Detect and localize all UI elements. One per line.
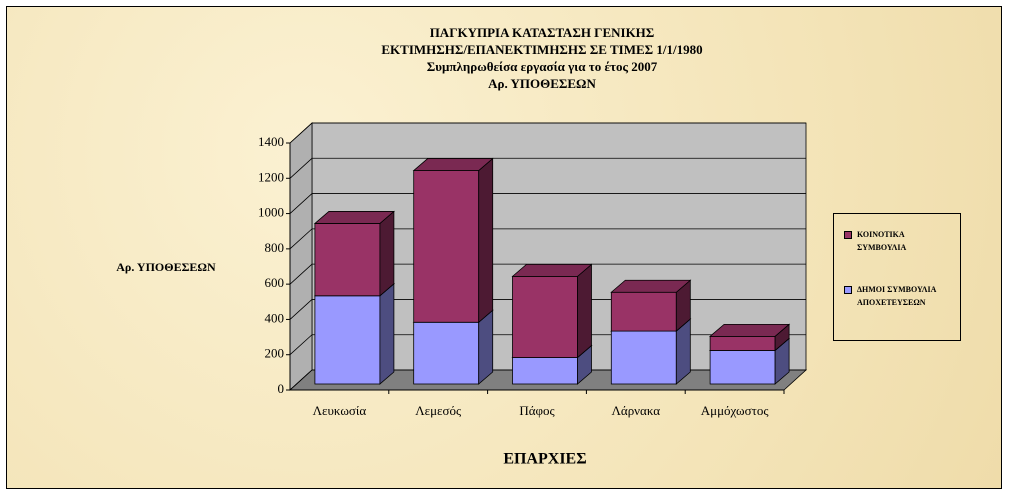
legend-text: ΚΟΙΝΟΤΙΚΑ ΣΥΜΒΟΥΛΙΑ <box>857 230 907 252</box>
bar-front <box>512 275 578 358</box>
bar-side <box>379 282 395 385</box>
bar-side <box>577 263 592 359</box>
bar <box>511 263 593 359</box>
bar-top <box>412 158 494 171</box>
y-tick-label: 400 <box>265 310 285 325</box>
side-wall <box>289 122 313 391</box>
y-tick-label: 1200 <box>258 169 284 184</box>
bar-front <box>610 330 677 385</box>
chart-title: Συμπληρωθείσα εργασία για το έτος 2007 <box>427 59 658 74</box>
bar <box>412 157 494 324</box>
bar-side <box>478 309 494 385</box>
bar-front <box>314 295 381 385</box>
legend-item: ΚΟΙΝΟΤΙΚΑ ΣΥΜΒΟΥΛΙΑ <box>844 228 954 254</box>
grid-line <box>289 228 806 250</box>
y-tick-label: 1000 <box>258 205 284 220</box>
legend-text: ΔΗΜΟΙ ΣΥΜΒΟΥΛΙΑ ΑΠΟΧΕΤΕΥΣΕΩΝ <box>857 285 936 307</box>
bar <box>313 282 395 385</box>
legend: ΚΟΙΝΟΤΙΚΑ ΣΥΜΒΟΥΛΙΑ ΔΗΜΟΙ ΣΥΜΒΟΥΛΙΑ ΑΠΟΧΕ… <box>833 213 961 341</box>
bar <box>610 279 692 332</box>
chart-title: ΕΚΤΙΜΗΣΗΣ/ΕΠΑΝΕΚΤΙΜΗΣΗΣ ΣΕ ΤΙΜΕΣ 1/1/198… <box>381 42 702 57</box>
grid-line <box>289 263 806 285</box>
y-tick-label: 0 <box>278 381 285 396</box>
grid-line <box>289 122 806 144</box>
bar-top <box>610 279 692 293</box>
bar-front <box>709 335 776 351</box>
bar-front <box>709 350 776 385</box>
bar-top <box>313 211 395 224</box>
y-tick-label: 1400 <box>258 134 284 149</box>
bar-front <box>314 223 381 297</box>
x-tick-label: Αμμόχωστος <box>701 403 770 418</box>
x-tick-label: Λάρνακα <box>611 403 660 418</box>
y-tick-label: 600 <box>265 275 285 290</box>
x-tick-label: Λευκωσία <box>313 403 367 418</box>
bar <box>709 323 791 352</box>
x-tick-label: Πάφος <box>519 403 555 418</box>
legend-item: ΔΗΜΟΙ ΣΥΜΒΟΥΛΙΑ ΑΠΟΧΕΤΕΥΣΕΩΝ <box>844 283 954 309</box>
bar <box>313 210 395 297</box>
x-tick-label: Λεμεσός <box>415 403 462 418</box>
bar-front <box>413 321 480 385</box>
legend-swatch <box>844 286 852 294</box>
bar-top <box>709 323 791 337</box>
bar-top <box>511 263 593 277</box>
chart-title: ΠΑΓΚΥΠΡΙΑ ΚΑΤΑΣΤΑΣΗ ΓΕΝΙΚΗΣ <box>430 25 655 40</box>
grid-line <box>289 157 806 179</box>
legend-swatch <box>844 231 852 239</box>
bar-front <box>512 357 578 385</box>
grid-line <box>289 193 806 214</box>
bar-side <box>379 210 395 297</box>
chart-title: Αρ. ΥΠΟΘΕΣΕΩΝ <box>488 76 596 91</box>
x-axis-label: ΕΠΑΡΧΙΕΣ <box>503 451 586 468</box>
y-tick-label: 800 <box>265 240 285 255</box>
bar-front <box>413 170 480 323</box>
bar-front <box>610 291 677 332</box>
y-tick-label: 200 <box>265 346 285 361</box>
bar-side <box>478 157 494 324</box>
y-axis-label: Αρ. ΥΠΟΘΕΣΕΩΝ <box>116 260 216 274</box>
